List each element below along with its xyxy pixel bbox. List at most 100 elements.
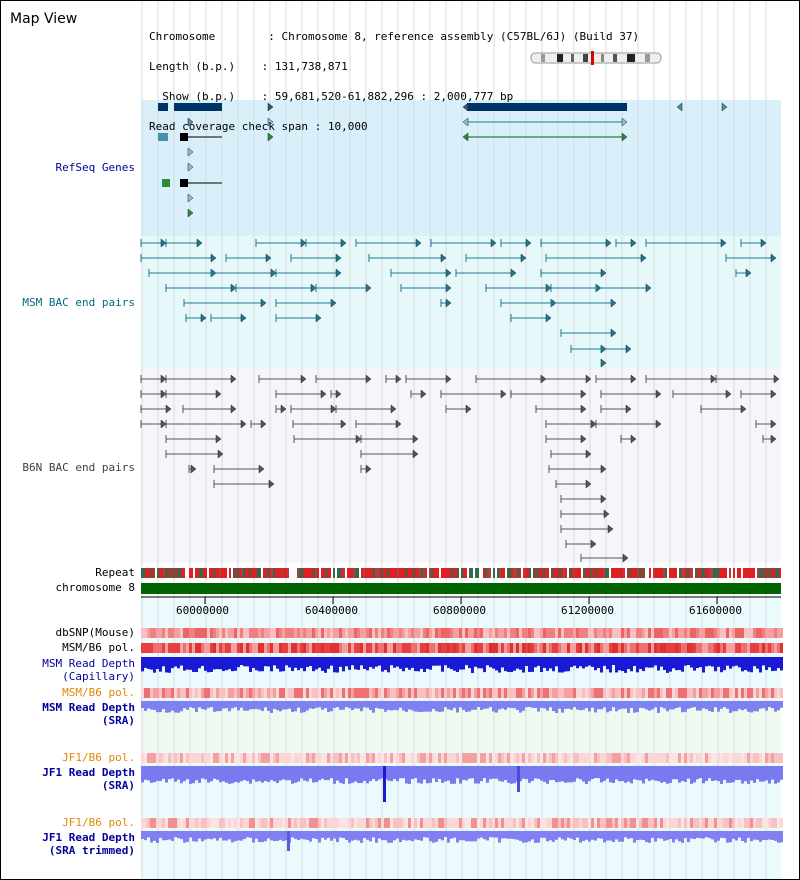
repeat-track[interactable] xyxy=(141,568,781,578)
depth-bar xyxy=(459,831,462,841)
info-line-coverage: Read coverage check span : 10,000 xyxy=(149,120,368,133)
pol-cell xyxy=(387,688,390,698)
depth-bar xyxy=(588,831,591,842)
pol-cell xyxy=(528,753,531,763)
depth-bar xyxy=(279,657,282,672)
repeat-segment xyxy=(601,568,603,578)
pol-cell xyxy=(609,688,612,698)
pol-cell xyxy=(702,818,705,828)
pol-cell xyxy=(336,628,339,638)
pol-cell xyxy=(468,643,471,653)
pol-cell xyxy=(369,628,372,638)
pol-cell xyxy=(516,628,519,638)
repeat-segment xyxy=(427,568,429,578)
msm-bac-pair-arrow xyxy=(445,298,452,308)
pol-cell xyxy=(264,688,267,698)
chromosome-ideogram[interactable] xyxy=(530,51,662,65)
pol-cell xyxy=(552,628,555,638)
b6n-bac-end-pairs[interactable] xyxy=(140,374,780,563)
info-label: Show (b.p.) xyxy=(149,90,262,103)
depth-bar xyxy=(585,657,588,667)
repeat-segment xyxy=(465,568,467,578)
pol-cell xyxy=(624,688,627,698)
depth-bar xyxy=(687,701,690,709)
pol-cell xyxy=(303,643,306,653)
depth-bar xyxy=(144,831,147,841)
depth-bar xyxy=(399,657,402,669)
pol-cell xyxy=(297,818,300,828)
depth-bar xyxy=(249,766,252,784)
pol-cell xyxy=(678,818,681,828)
read-depth-tracks[interactable] xyxy=(141,657,783,851)
pol-cell xyxy=(354,643,357,653)
pol-cell xyxy=(516,688,519,698)
depth-bar xyxy=(732,831,735,839)
depth-bar xyxy=(579,831,582,843)
pol-cell xyxy=(768,643,771,653)
depth-bar xyxy=(471,657,474,673)
depth-bar xyxy=(453,657,456,671)
pol-cell xyxy=(540,643,543,653)
pol-cell xyxy=(189,628,192,638)
pol-cell xyxy=(315,643,318,653)
depth-bar xyxy=(552,766,555,781)
pol-cell xyxy=(756,818,759,828)
repeat-segment xyxy=(225,568,227,578)
pol-cell xyxy=(660,818,663,828)
pol-cell xyxy=(618,753,621,763)
pol-cell xyxy=(258,628,261,638)
pol-cell xyxy=(729,688,732,698)
chromosome-bar[interactable] xyxy=(141,583,781,594)
pol-cell xyxy=(243,628,246,638)
pol-cell xyxy=(306,753,309,763)
depth-bar xyxy=(525,657,528,666)
pol-cell xyxy=(291,688,294,698)
repeat-segment xyxy=(699,568,701,578)
msm-bac-end-pairs[interactable] xyxy=(140,238,777,368)
pol-cell xyxy=(627,753,630,763)
pol-cell xyxy=(531,753,534,763)
depth-bar xyxy=(318,831,321,843)
repeat-segment xyxy=(549,568,551,578)
pol-cell xyxy=(453,628,456,638)
depth-bar xyxy=(291,657,294,672)
axis-tick-label: 61200000 xyxy=(561,604,614,617)
polymorphism-tracks[interactable] xyxy=(141,628,783,828)
pol-cell xyxy=(201,753,204,763)
repeat-segment xyxy=(283,568,285,578)
pol-cell xyxy=(654,628,657,638)
repeat-segment xyxy=(367,568,369,578)
pol-cell xyxy=(240,753,243,763)
pol-cell xyxy=(342,628,345,638)
depth-bar xyxy=(225,766,228,783)
depth-bar xyxy=(744,766,747,782)
pol-cell xyxy=(699,688,702,698)
pol-cell xyxy=(183,753,186,763)
pol-cell xyxy=(276,628,279,638)
pol-cell xyxy=(591,628,594,638)
depth-bar xyxy=(360,831,363,843)
repeat-segment xyxy=(771,568,773,578)
pol-cell xyxy=(666,688,669,698)
depth-bar xyxy=(201,657,204,666)
refseq-genes[interactable] xyxy=(158,102,728,218)
pol-cell xyxy=(309,688,312,698)
pol-cell xyxy=(531,688,534,698)
pol-cell xyxy=(510,628,513,638)
depth-bar xyxy=(183,831,186,843)
pol-cell xyxy=(195,818,198,828)
b6n-bac-pair-arrow xyxy=(655,419,662,429)
repeat-segment xyxy=(181,568,183,578)
repeat-segment xyxy=(481,568,483,578)
repeat-segment xyxy=(179,568,181,578)
depth-bar xyxy=(660,657,663,667)
gene-exon xyxy=(162,179,170,187)
depth-bar xyxy=(222,766,225,782)
pol-cell xyxy=(450,753,453,763)
depth-bar xyxy=(630,701,633,708)
pol-cell xyxy=(777,753,780,763)
pol-cell xyxy=(273,688,276,698)
pol-cell xyxy=(201,818,204,828)
pol-cell xyxy=(609,753,612,763)
